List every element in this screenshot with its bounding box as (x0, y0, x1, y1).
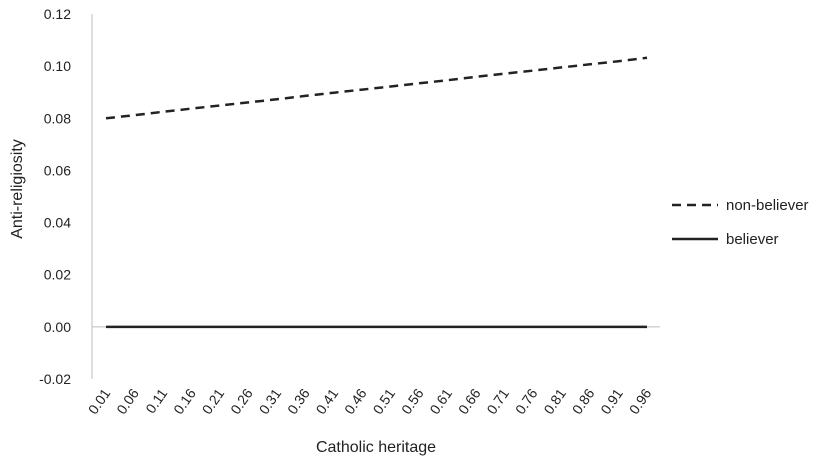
x-tick-label: 0.96 (626, 385, 655, 417)
y-tick-label: 0.06 (44, 162, 71, 178)
x-tick-label: 0.16 (170, 385, 199, 417)
x-tick-label: 0.51 (369, 385, 398, 417)
x-tick-label: 0.01 (85, 385, 114, 417)
x-tick-label: 0.36 (284, 385, 313, 417)
series-line-non-believer (105, 56, 648, 120)
x-tick-label: 0.46 (341, 385, 370, 417)
y-tick-label: 0.02 (44, 267, 71, 283)
x-tick-label: 0.61 (426, 385, 455, 417)
y-tick-label: 0.12 (44, 6, 71, 22)
x-tick-label: 0.21 (199, 385, 228, 417)
legend: non-believer believer (672, 197, 809, 248)
x-tick-label: 0.71 (483, 385, 512, 417)
x-tick-label: 0.91 (597, 385, 626, 417)
x-axis-title: Catholic heritage (316, 439, 436, 456)
y-tick-label: 0.04 (44, 215, 71, 231)
series-layer (105, 56, 648, 329)
legend-label-non-believer: non-believer (726, 197, 809, 214)
y-tick-label: 0.10 (44, 58, 71, 74)
y-tick-label: 0.00 (44, 319, 71, 335)
x-tick-label: 0.56 (398, 385, 427, 417)
y-tick-label: -0.02 (39, 371, 71, 387)
y-tick-label: 0.08 (44, 110, 71, 126)
x-tick-label: 0.76 (512, 385, 541, 417)
x-tick-label: 0.66 (455, 385, 484, 417)
x-tick-label: 0.81 (540, 385, 569, 417)
x-tick-label: 0.86 (569, 385, 598, 417)
x-tick-label: 0.31 (256, 385, 285, 417)
x-tick-label: 0.26 (227, 385, 256, 417)
y-axis-ticks: -0.02 0.00 0.02 0.04 0.06 0.08 0.10 0.12 (39, 6, 71, 387)
legend-label-believer: believer (726, 231, 779, 248)
x-tick-label: 0.06 (113, 385, 142, 417)
x-tick-label: 0.41 (313, 385, 342, 417)
x-axis-ticks: 0.01 0.06 0.11 0.16 0.21 0.26 0.31 0.36 0.41 0.46… (85, 385, 655, 417)
x-tick-label: 0.11 (142, 385, 170, 416)
y-axis-title: Anti-religiosity (9, 139, 26, 239)
